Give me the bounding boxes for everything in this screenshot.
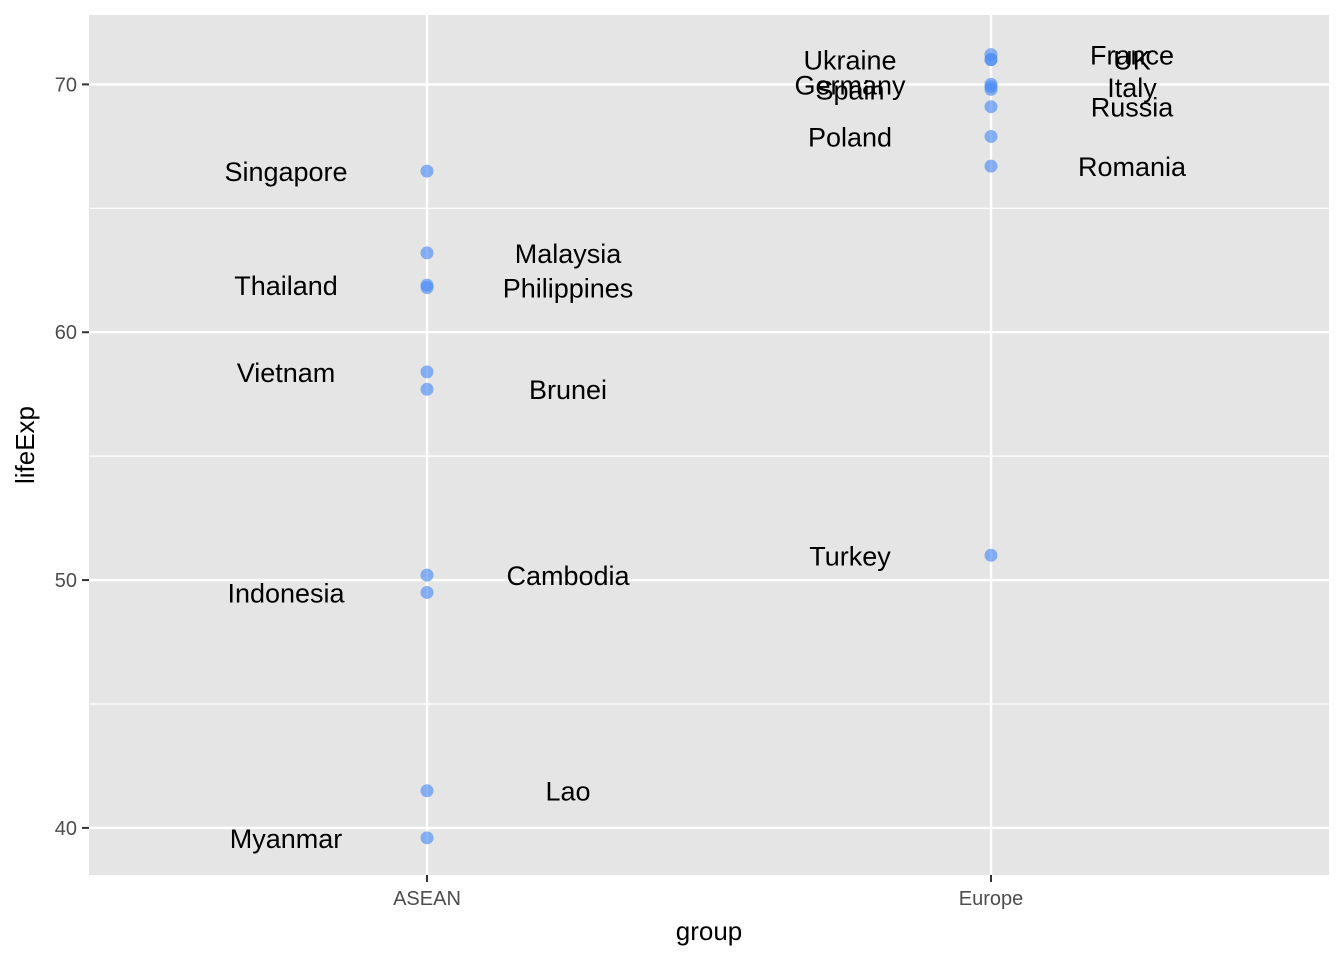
plot-panel bbox=[89, 15, 1329, 875]
point-labels: Singapore Malaysia Thailand Philippines Viet… bbox=[224, 41, 1187, 854]
major-gridlines bbox=[89, 15, 1329, 875]
x-tick-label: ASEAN bbox=[393, 888, 461, 910]
point-label: France bbox=[1090, 41, 1174, 71]
data-point bbox=[984, 82, 998, 96]
data-point bbox=[420, 164, 434, 178]
point-label: Italy bbox=[1107, 73, 1157, 103]
y-tick-label: 70 bbox=[55, 74, 77, 96]
point-label: Malaysia bbox=[515, 239, 623, 269]
data-point bbox=[420, 784, 434, 798]
data-point bbox=[984, 548, 998, 562]
point-label: Lao bbox=[545, 777, 590, 807]
point-label: Thailand bbox=[234, 271, 338, 301]
point-label: Myanmar bbox=[230, 824, 343, 854]
y-axis-title: lifeExp bbox=[10, 406, 40, 484]
point-label: Poland bbox=[808, 122, 892, 152]
data-point bbox=[420, 568, 434, 582]
point-label: Turkey bbox=[809, 541, 891, 571]
data-point bbox=[984, 100, 998, 114]
minor-gridlines bbox=[89, 207, 1329, 705]
data-point bbox=[420, 831, 434, 845]
point-label: Cambodia bbox=[506, 561, 630, 591]
point-label: Vietnam bbox=[237, 358, 336, 388]
point-label: Philippines bbox=[503, 274, 634, 304]
x-axis-title: group bbox=[676, 916, 743, 946]
data-point bbox=[984, 159, 998, 173]
data-point bbox=[984, 53, 998, 67]
y-tick-label: 50 bbox=[55, 570, 77, 592]
x-tick-label: Europe bbox=[959, 888, 1024, 910]
data-point bbox=[420, 365, 434, 379]
data-point bbox=[420, 281, 434, 295]
data-point bbox=[420, 246, 434, 260]
point-label: Brunei bbox=[529, 375, 607, 405]
point-label: Indonesia bbox=[227, 578, 345, 608]
point-label: UK bbox=[1113, 46, 1151, 76]
data-points bbox=[420, 48, 998, 845]
x-axis: ASEAN Europe bbox=[393, 875, 1023, 910]
y-axis: 40 50 60 70 bbox=[55, 74, 89, 840]
point-label: Ukraine bbox=[803, 46, 896, 76]
point-label: Russia bbox=[1091, 93, 1175, 123]
data-point bbox=[420, 585, 434, 599]
data-point bbox=[420, 382, 434, 396]
data-point bbox=[984, 129, 998, 143]
point-label: Romania bbox=[1078, 152, 1187, 182]
y-tick-label: 60 bbox=[55, 322, 77, 344]
point-label: Singapore bbox=[224, 157, 347, 187]
y-tick-label: 40 bbox=[55, 818, 77, 840]
point-label: Germany bbox=[794, 70, 906, 100]
point-label: Spain bbox=[815, 75, 884, 105]
